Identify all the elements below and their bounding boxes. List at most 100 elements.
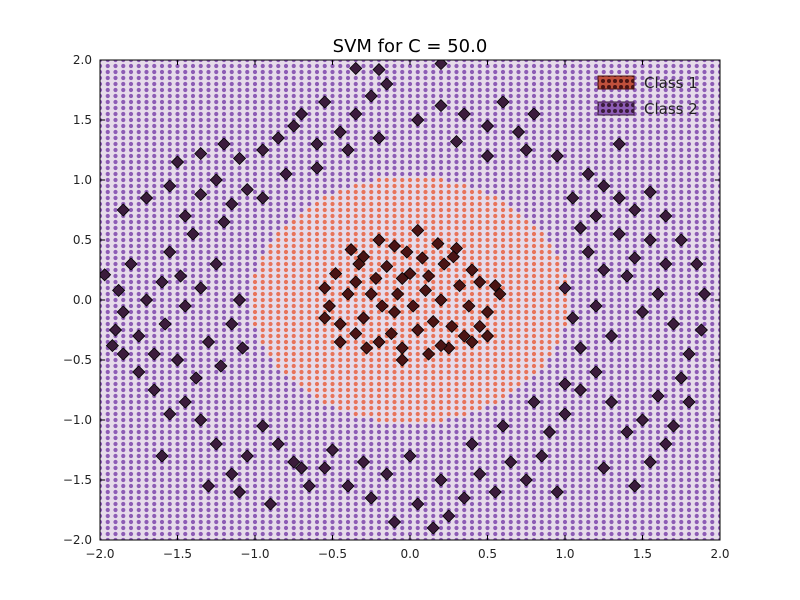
mesh-dot-class2 xyxy=(183,237,188,243)
mesh-dot-class2 xyxy=(446,135,451,141)
mesh-dot-class2 xyxy=(167,327,172,333)
mesh-dot-class2 xyxy=(477,159,482,165)
mesh-dot-class2 xyxy=(299,183,304,189)
mesh-dot-class2 xyxy=(159,183,165,189)
mesh-dot-class1 xyxy=(361,279,366,285)
mesh-dot-class2 xyxy=(361,171,366,177)
mesh-dot-class1 xyxy=(345,333,351,339)
mesh-dot-class1 xyxy=(400,303,405,309)
mesh-dot-class2 xyxy=(570,213,575,219)
mesh-dot-class1 xyxy=(524,315,529,321)
mesh-dot-class2 xyxy=(524,399,529,405)
mesh-dot-class2 xyxy=(175,321,180,327)
mesh-dot-class1 xyxy=(361,369,366,375)
mesh-dot-class2 xyxy=(100,165,103,171)
mesh-dot-class2 xyxy=(206,459,211,465)
mesh-dot-class2 xyxy=(175,387,180,393)
mesh-dot-class1 xyxy=(423,393,428,399)
mesh-dot-class2 xyxy=(183,195,188,201)
mesh-dot-class2 xyxy=(136,261,141,267)
mesh-dot-class2 xyxy=(198,513,203,519)
mesh-dot-class2 xyxy=(376,111,382,117)
mesh-dot-class1 xyxy=(291,369,296,375)
mesh-dot-class1 xyxy=(485,351,490,357)
mesh-dot-class2 xyxy=(159,417,165,423)
mesh-dot-class2 xyxy=(175,63,180,69)
mesh-dot-class1 xyxy=(485,207,490,213)
mesh-dot-class2 xyxy=(237,111,242,117)
mesh-dot-class1 xyxy=(493,357,498,363)
mesh-dot-class1 xyxy=(369,261,374,267)
mesh-dot-class2 xyxy=(562,81,568,87)
mesh-dot-class2 xyxy=(469,531,475,537)
mesh-dot-class2 xyxy=(524,513,529,519)
mesh-dot-class2 xyxy=(260,387,265,393)
mesh-dot-class1 xyxy=(330,315,335,321)
mesh-dot-class2 xyxy=(345,105,351,111)
mesh-dot-class2 xyxy=(555,375,560,381)
mesh-dot-class1 xyxy=(469,207,475,213)
mesh-dot-class2 xyxy=(190,147,196,153)
mesh-dot-class2 xyxy=(291,507,296,513)
mesh-dot-class2 xyxy=(438,111,444,117)
mesh-dot-class1 xyxy=(314,327,320,333)
mesh-dot-class2 xyxy=(175,399,180,405)
mesh-dot-class2 xyxy=(376,477,382,483)
mesh-dot-class2 xyxy=(524,81,529,87)
mesh-dot-class2 xyxy=(175,369,180,375)
mesh-dot-class2 xyxy=(252,333,258,339)
mesh-dot-class1 xyxy=(260,261,265,267)
mesh-dot-class2 xyxy=(407,471,413,477)
mesh-dot-class1 xyxy=(268,261,273,267)
mesh-dot-class1 xyxy=(330,297,335,303)
mesh-dot-class2 xyxy=(245,537,250,540)
mesh-dot-class2 xyxy=(183,147,188,153)
mesh-dot-class1 xyxy=(268,339,273,345)
mesh-dot-class2 xyxy=(524,459,529,465)
mesh-dot-class2 xyxy=(524,201,529,207)
mesh-dot-class2 xyxy=(100,441,103,447)
mesh-dot-class2 xyxy=(100,459,103,465)
mesh-dot-class2 xyxy=(105,501,110,507)
mesh-dot-class1 xyxy=(392,345,397,351)
mesh-dot-class1 xyxy=(508,381,513,387)
mesh-dot-class2 xyxy=(198,87,203,93)
mesh-dot-class2 xyxy=(229,447,234,453)
mesh-dot-class2 xyxy=(245,123,250,129)
mesh-dot-class2 xyxy=(400,171,405,177)
mesh-dot-class2 xyxy=(493,405,498,411)
mesh-dot-class2 xyxy=(400,147,405,153)
mesh-dot-class2 xyxy=(229,273,234,279)
mesh-dot-class2 xyxy=(105,291,110,297)
mesh-dot-class1 xyxy=(322,207,327,213)
mesh-dot-class2 xyxy=(291,111,296,117)
mesh-dot-class1 xyxy=(392,255,397,261)
mesh-dot-class2 xyxy=(369,453,374,459)
mesh-dot-class2 xyxy=(500,135,506,141)
mesh-dot-class2 xyxy=(237,399,242,405)
mesh-dot-class2 xyxy=(252,81,258,87)
mesh-dot-class1 xyxy=(384,249,389,255)
mesh-dot-class2 xyxy=(400,60,405,63)
mesh-dot-class2 xyxy=(252,459,258,465)
mesh-dot-class2 xyxy=(121,495,126,501)
mesh-dot-class2 xyxy=(345,123,351,129)
mesh-dot-class1 xyxy=(423,321,428,327)
mesh-dot-class2 xyxy=(175,243,180,249)
mesh-dot-class2 xyxy=(268,69,273,75)
mesh-dot-class2 xyxy=(128,207,134,213)
mesh-dot-class1 xyxy=(361,189,366,195)
mesh-dot-class1 xyxy=(500,201,506,207)
mesh-dot-class2 xyxy=(407,483,413,489)
mesh-dot-class2 xyxy=(516,111,521,117)
mesh-dot-class1 xyxy=(531,315,537,321)
mesh-dot-class1 xyxy=(353,201,358,207)
mesh-dot-class2 xyxy=(214,87,219,93)
mesh-dot-class2 xyxy=(245,63,250,69)
mesh-dot-class2 xyxy=(314,93,320,99)
mesh-dot-class2 xyxy=(431,495,436,501)
mesh-dot-class2 xyxy=(299,195,304,201)
mesh-dot-class1 xyxy=(555,303,560,309)
mesh-dot-class2 xyxy=(214,537,219,540)
mesh-dot-class1 xyxy=(338,351,343,357)
